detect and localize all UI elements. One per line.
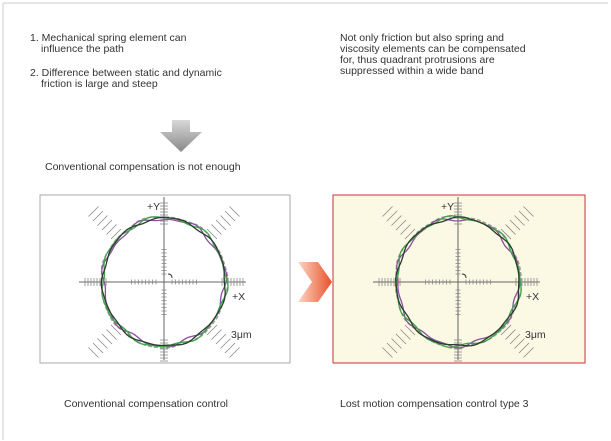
axis-tick: [92, 342, 104, 354]
axis-tick: [395, 219, 407, 231]
trace: [395, 216, 520, 347]
conclusion: Conventional compensation is not enough: [45, 161, 241, 173]
right-text: suppressed within a wide band: [340, 65, 484, 77]
trace: [101, 216, 229, 348]
right-text: Not only friction but also spring and: [340, 32, 504, 44]
axis-tick: [229, 347, 240, 358]
axis-tick: [106, 224, 117, 235]
left-plot-box: [39, 194, 291, 364]
axis-tick: [224, 210, 236, 222]
axis-tick: [509, 219, 521, 231]
scale-label: 3μm: [525, 329, 546, 341]
axis-tick: [391, 338, 402, 349]
axis-tick: [206, 228, 218, 240]
axis-tick: [523, 347, 534, 358]
item-text: 1. Mechanical spring element can: [30, 32, 187, 44]
y-label: +Y: [147, 201, 160, 213]
center-mark: [461, 273, 467, 279]
x-label: +X: [526, 291, 539, 303]
item-text: influence the path: [41, 43, 124, 55]
axis-tick: [101, 333, 113, 345]
axis-tick: [224, 342, 236, 354]
axis-tick: [518, 342, 530, 354]
axis-tick: [92, 210, 104, 222]
axis-tick: [220, 338, 231, 349]
axis-tick: [386, 210, 398, 222]
axis-tick: [97, 338, 108, 349]
axis-tick: [505, 224, 516, 235]
axis-tick: [88, 206, 99, 217]
center-mark: [167, 273, 173, 279]
axis-tick: [400, 329, 411, 340]
caption: Conventional compensation control: [64, 398, 228, 410]
axis-tick: [514, 215, 525, 226]
axis-tick: [229, 206, 240, 217]
axis-tick: [404, 324, 416, 336]
plot: +Y +X 3μm: [79, 197, 252, 362]
axis-tick: [110, 228, 122, 240]
axis-tick: [220, 215, 231, 226]
right-plot-box: [332, 194, 586, 364]
axis-tick: [386, 342, 398, 354]
axis-tick: [215, 333, 227, 345]
axis-tick: [211, 329, 222, 340]
axis-tick: [523, 206, 534, 217]
right-arrow: [298, 262, 332, 302]
trace: [101, 218, 228, 348]
axis-tick: [505, 329, 516, 340]
axis-tick: [88, 347, 99, 358]
axis-tick: [514, 338, 525, 349]
axis-tick: [106, 329, 117, 340]
item-text: friction is large and steep: [41, 78, 158, 90]
right-text: viscosity elements can be compensated: [340, 43, 526, 55]
axis-tick: [206, 324, 218, 336]
axis-tick: [395, 333, 407, 345]
x-label: +X: [232, 291, 245, 303]
caption: Lost motion compensation control type 3: [340, 398, 529, 410]
axis-tick: [110, 324, 122, 336]
axis-tick: [509, 333, 521, 345]
item-text: 2. Difference between static and dynamic: [30, 67, 222, 79]
axis-tick: [211, 224, 222, 235]
axis-tick: [400, 224, 411, 235]
down-arrow: [160, 120, 202, 152]
plot: +Y +X 3μm: [373, 197, 546, 362]
axis-tick: [97, 215, 108, 226]
axis-tick: [391, 215, 402, 226]
trace: [100, 216, 226, 347]
axis-tick: [404, 228, 416, 240]
scale-label: 3μm: [231, 329, 252, 341]
axis-tick: [500, 324, 512, 336]
axis-tick: [500, 228, 512, 240]
axis-tick: [382, 347, 393, 358]
right-text: for, thus quadrant protrusions are: [340, 54, 495, 66]
axis-tick: [215, 219, 227, 231]
y-label: +Y: [441, 201, 454, 213]
axis-tick: [382, 206, 393, 217]
axis-tick: [518, 210, 530, 222]
axis-tick: [101, 219, 113, 231]
